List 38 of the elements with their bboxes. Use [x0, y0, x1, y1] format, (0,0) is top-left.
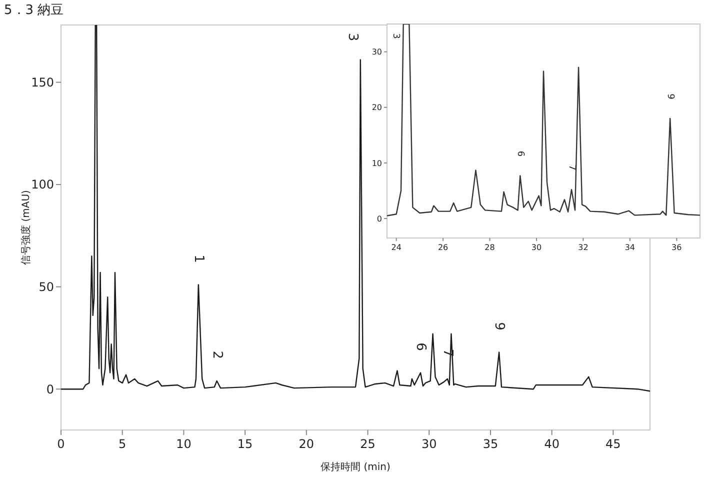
x-tick-label: 5 — [118, 437, 126, 451]
x-tick-label: 34 — [624, 243, 636, 252]
x-tick-label: 20 — [298, 437, 314, 451]
y-tick-label: 100 — [31, 178, 54, 192]
annotation: 6 — [413, 342, 428, 351]
annotation: 9 — [665, 94, 676, 100]
annotation: 7 — [440, 348, 456, 358]
x-tick-label: 24 — [391, 243, 402, 252]
y-tick-label: 30 — [372, 48, 382, 57]
y-tick-label: 20 — [372, 103, 382, 112]
y-tick-label: 0 — [376, 214, 382, 224]
annotation: 3 — [390, 33, 400, 39]
x-tick-label: 36 — [672, 243, 682, 252]
y-tick-label: 0 — [46, 382, 54, 396]
x-tick-label: 26 — [438, 243, 448, 252]
chart-title: 5．3 納豆 — [4, 3, 64, 18]
x-tick-label: 15 — [237, 437, 253, 451]
x-tick-label: 25 — [360, 437, 376, 451]
x-tick-label: 10 — [176, 437, 192, 451]
y-tick-label: 50 — [38, 280, 54, 294]
annotation: 1 — [190, 254, 206, 263]
x-tick-label: 0 — [57, 437, 65, 451]
annotation: 6 — [515, 150, 526, 157]
y-tick-label: 10 — [372, 158, 382, 168]
annotation: 2 — [209, 350, 224, 360]
x-tick-label: 45 — [606, 437, 621, 451]
annotation: 9 — [492, 322, 507, 330]
annotation: 3 — [344, 32, 360, 42]
x-tick-label: 28 — [484, 243, 495, 252]
x-tick-label: 35 — [482, 437, 498, 451]
x-tick-label: 30 — [531, 243, 542, 252]
x-tick-label: 32 — [578, 243, 588, 252]
x-tick-label: 30 — [421, 437, 437, 451]
y-axis-title: 信号強度 (mAU) — [20, 190, 32, 265]
x-axis-title: 保持時間 (min) — [320, 461, 391, 473]
y-tick-label: 150 — [31, 75, 54, 90]
x-tick-label: 40 — [544, 437, 560, 451]
annotation: 7 — [566, 164, 577, 171]
